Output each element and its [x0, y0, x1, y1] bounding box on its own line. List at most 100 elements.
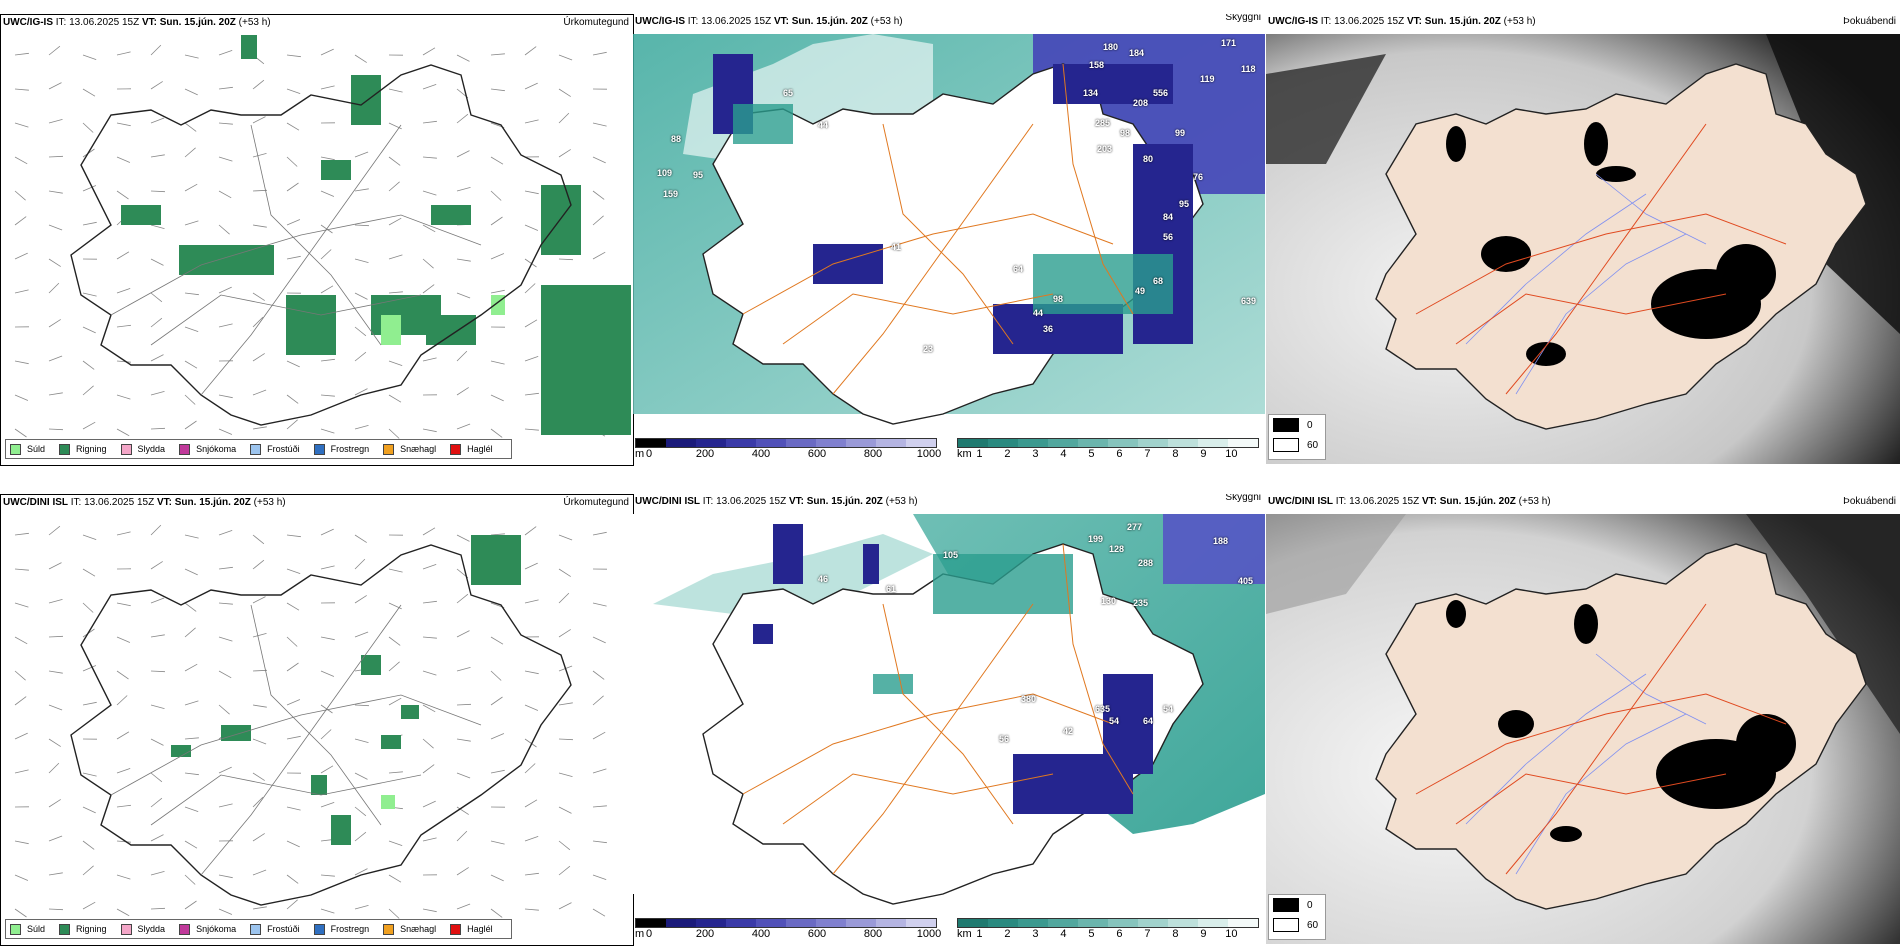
cloud-label: 41: [891, 242, 902, 252]
wind-barb: [184, 220, 199, 226]
legend-swatch: [59, 443, 71, 455]
colorbar-step: [1018, 439, 1048, 447]
colorbar-step: [756, 919, 786, 927]
legend-item: Rigning: [59, 443, 107, 455]
colorbar-step: [666, 439, 696, 447]
wind-barb: [388, 568, 403, 573]
wind-barb: [14, 840, 29, 845]
wind-barb: [14, 394, 29, 401]
colorbar-step: [846, 439, 876, 447]
wind-barb: [354, 534, 367, 543]
colorbar-step: [988, 919, 1018, 927]
cloud-label: 44: [818, 120, 829, 130]
wind-barb: [286, 88, 301, 94]
cloud-label: 95: [693, 170, 704, 180]
wind-barb: [524, 872, 539, 876]
river-network: [1465, 173, 1707, 395]
colorbar-tick-label: 600: [807, 928, 827, 940]
legend-item: Rigning: [59, 923, 107, 935]
colorbar-tick-label: 1000: [916, 448, 942, 460]
wind-barb: [48, 45, 61, 56]
wind-barb: [320, 729, 332, 740]
cloud-label: 98: [1120, 128, 1131, 138]
colorbar-step: [1078, 919, 1108, 927]
wind-barb: [286, 255, 301, 260]
cloud-label: 44: [1033, 308, 1044, 318]
cloud-label: 288: [1138, 558, 1154, 568]
precip-map: [14, 35, 631, 439]
wind-barb: [320, 428, 335, 434]
wind-barb: [218, 602, 233, 605]
fog-legend-label: 0: [1307, 419, 1313, 431]
wind-barb: [218, 803, 233, 808]
legend-label: Súld: [27, 444, 46, 454]
panel-title: Þokuábendi: [1843, 496, 1896, 507]
colorbar-tick-label: 1000: [916, 928, 942, 940]
wind-barb: [456, 867, 469, 876]
cloud-label: 199: [1088, 534, 1104, 544]
wind-barb: [252, 426, 267, 430]
colorbar-tick-label: 10: [1225, 448, 1238, 460]
road-network: [1415, 603, 1787, 875]
wind-barb: [558, 112, 570, 124]
cloud-label: 36: [1043, 324, 1054, 334]
wind-barb: [252, 738, 267, 745]
wind-barb: [218, 286, 232, 294]
wind-barb: [116, 768, 131, 774]
wind-barb: [354, 388, 368, 396]
wind-barb: [320, 190, 335, 197]
wind-barb: [592, 874, 607, 880]
wind-barb: [48, 82, 62, 90]
colorbar-step: [816, 919, 846, 927]
wind-barb: [354, 151, 369, 158]
wind-barb: [252, 116, 266, 124]
wind-barb: [490, 190, 502, 201]
wind-barb: [524, 763, 536, 774]
wind-barb: [116, 394, 131, 400]
wind-barb: [252, 596, 266, 604]
panel-title: Þokuábendi: [1843, 16, 1896, 27]
wind-barb: [82, 840, 95, 850]
colorbar-tick-label: 5: [1088, 928, 1095, 940]
wind-barb: [48, 762, 60, 774]
colorbar-step: [1108, 919, 1138, 927]
colorbar-step: [846, 919, 876, 927]
wind-barb: [184, 568, 198, 576]
wind-barb: [116, 908, 130, 917]
wind-barb: [82, 901, 96, 910]
fog-map: [1266, 514, 1900, 944]
wind-barb: [490, 769, 505, 774]
cloud-label: 235: [1133, 598, 1149, 608]
wind-barb: [218, 190, 232, 199]
wind-barb: [116, 156, 131, 163]
colorbar-step: [1078, 439, 1108, 447]
fog-legend-label: 0: [1307, 899, 1313, 911]
wind-barb: [116, 251, 130, 260]
colorbar-km-bar: [957, 918, 1259, 928]
wind-barb: [320, 85, 335, 90]
wind-barb: [388, 291, 403, 294]
colorbar-step: [726, 919, 756, 927]
colorbar-step: [958, 439, 988, 447]
wind-barb: [320, 528, 334, 536]
wind-barb: [320, 249, 332, 260]
wind-barb: [558, 902, 572, 910]
fog-spots: [1446, 600, 1796, 842]
wind-barb: [320, 156, 335, 161]
legend-label: Rigning: [76, 924, 107, 934]
road-network: [742, 63, 1134, 395]
fog-legend-label: 60: [1307, 439, 1319, 451]
wind-barb: [184, 420, 197, 430]
wind-barb: [252, 906, 267, 910]
wind-barb: [116, 428, 130, 437]
colorbar-tick-label: 600: [807, 448, 827, 460]
wind-barb: [320, 48, 334, 56]
wind-barb: [82, 88, 96, 97]
legend-label: Snjókoma: [196, 924, 237, 934]
wind-barb: [82, 122, 94, 133]
wind-barb: [150, 317, 163, 328]
wind-barb: [48, 738, 61, 747]
colorbar-tick-label: 5: [1088, 448, 1095, 460]
wind-barb: [48, 704, 63, 711]
wind-barb: [422, 224, 436, 233]
